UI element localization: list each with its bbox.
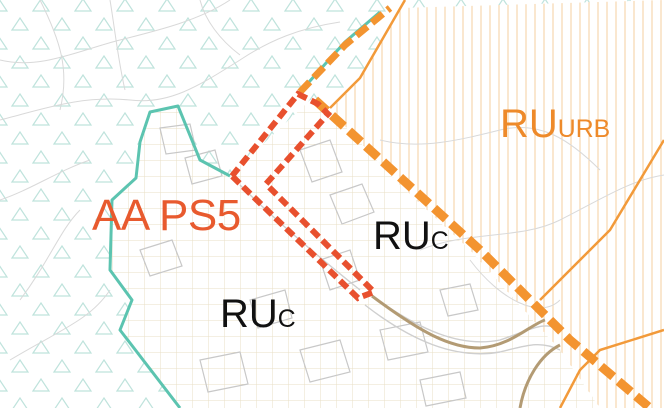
consolidated-zone-label-west: RUC <box>220 294 296 334</box>
urban-zone-label-sub: URB <box>557 116 611 143</box>
zone-boundary-dashed <box>311 96 653 408</box>
action-area-label: AA PS5 <box>92 194 241 238</box>
rural-boundary-west <box>108 104 231 408</box>
consolidated-zone-label-west-sub: C <box>277 306 296 333</box>
consolidated-boundary-south <box>518 343 561 408</box>
action-area-outline[interactable] <box>227 90 380 302</box>
consolidated-zone-label-east: RUC <box>373 216 449 256</box>
urban-zone-hatch <box>330 0 664 408</box>
consolidated-zone-label-east-main: RU <box>373 214 431 258</box>
urban-zone-label-main: RU <box>500 102 558 146</box>
urban-zone-label: RUURB <box>500 104 610 144</box>
zone-boundary-dashed-north <box>297 5 393 95</box>
action-area-label-text: AA PS5 <box>92 191 241 240</box>
consolidated-boundary-road <box>371 294 546 350</box>
consolidated-zone-label-west-main: RU <box>220 292 278 336</box>
consolidated-zone-label-east-sub: C <box>430 228 449 255</box>
urban-boundary-north <box>329 0 407 109</box>
urban-boundary-east <box>539 139 664 301</box>
contour-lines <box>0 0 664 361</box>
